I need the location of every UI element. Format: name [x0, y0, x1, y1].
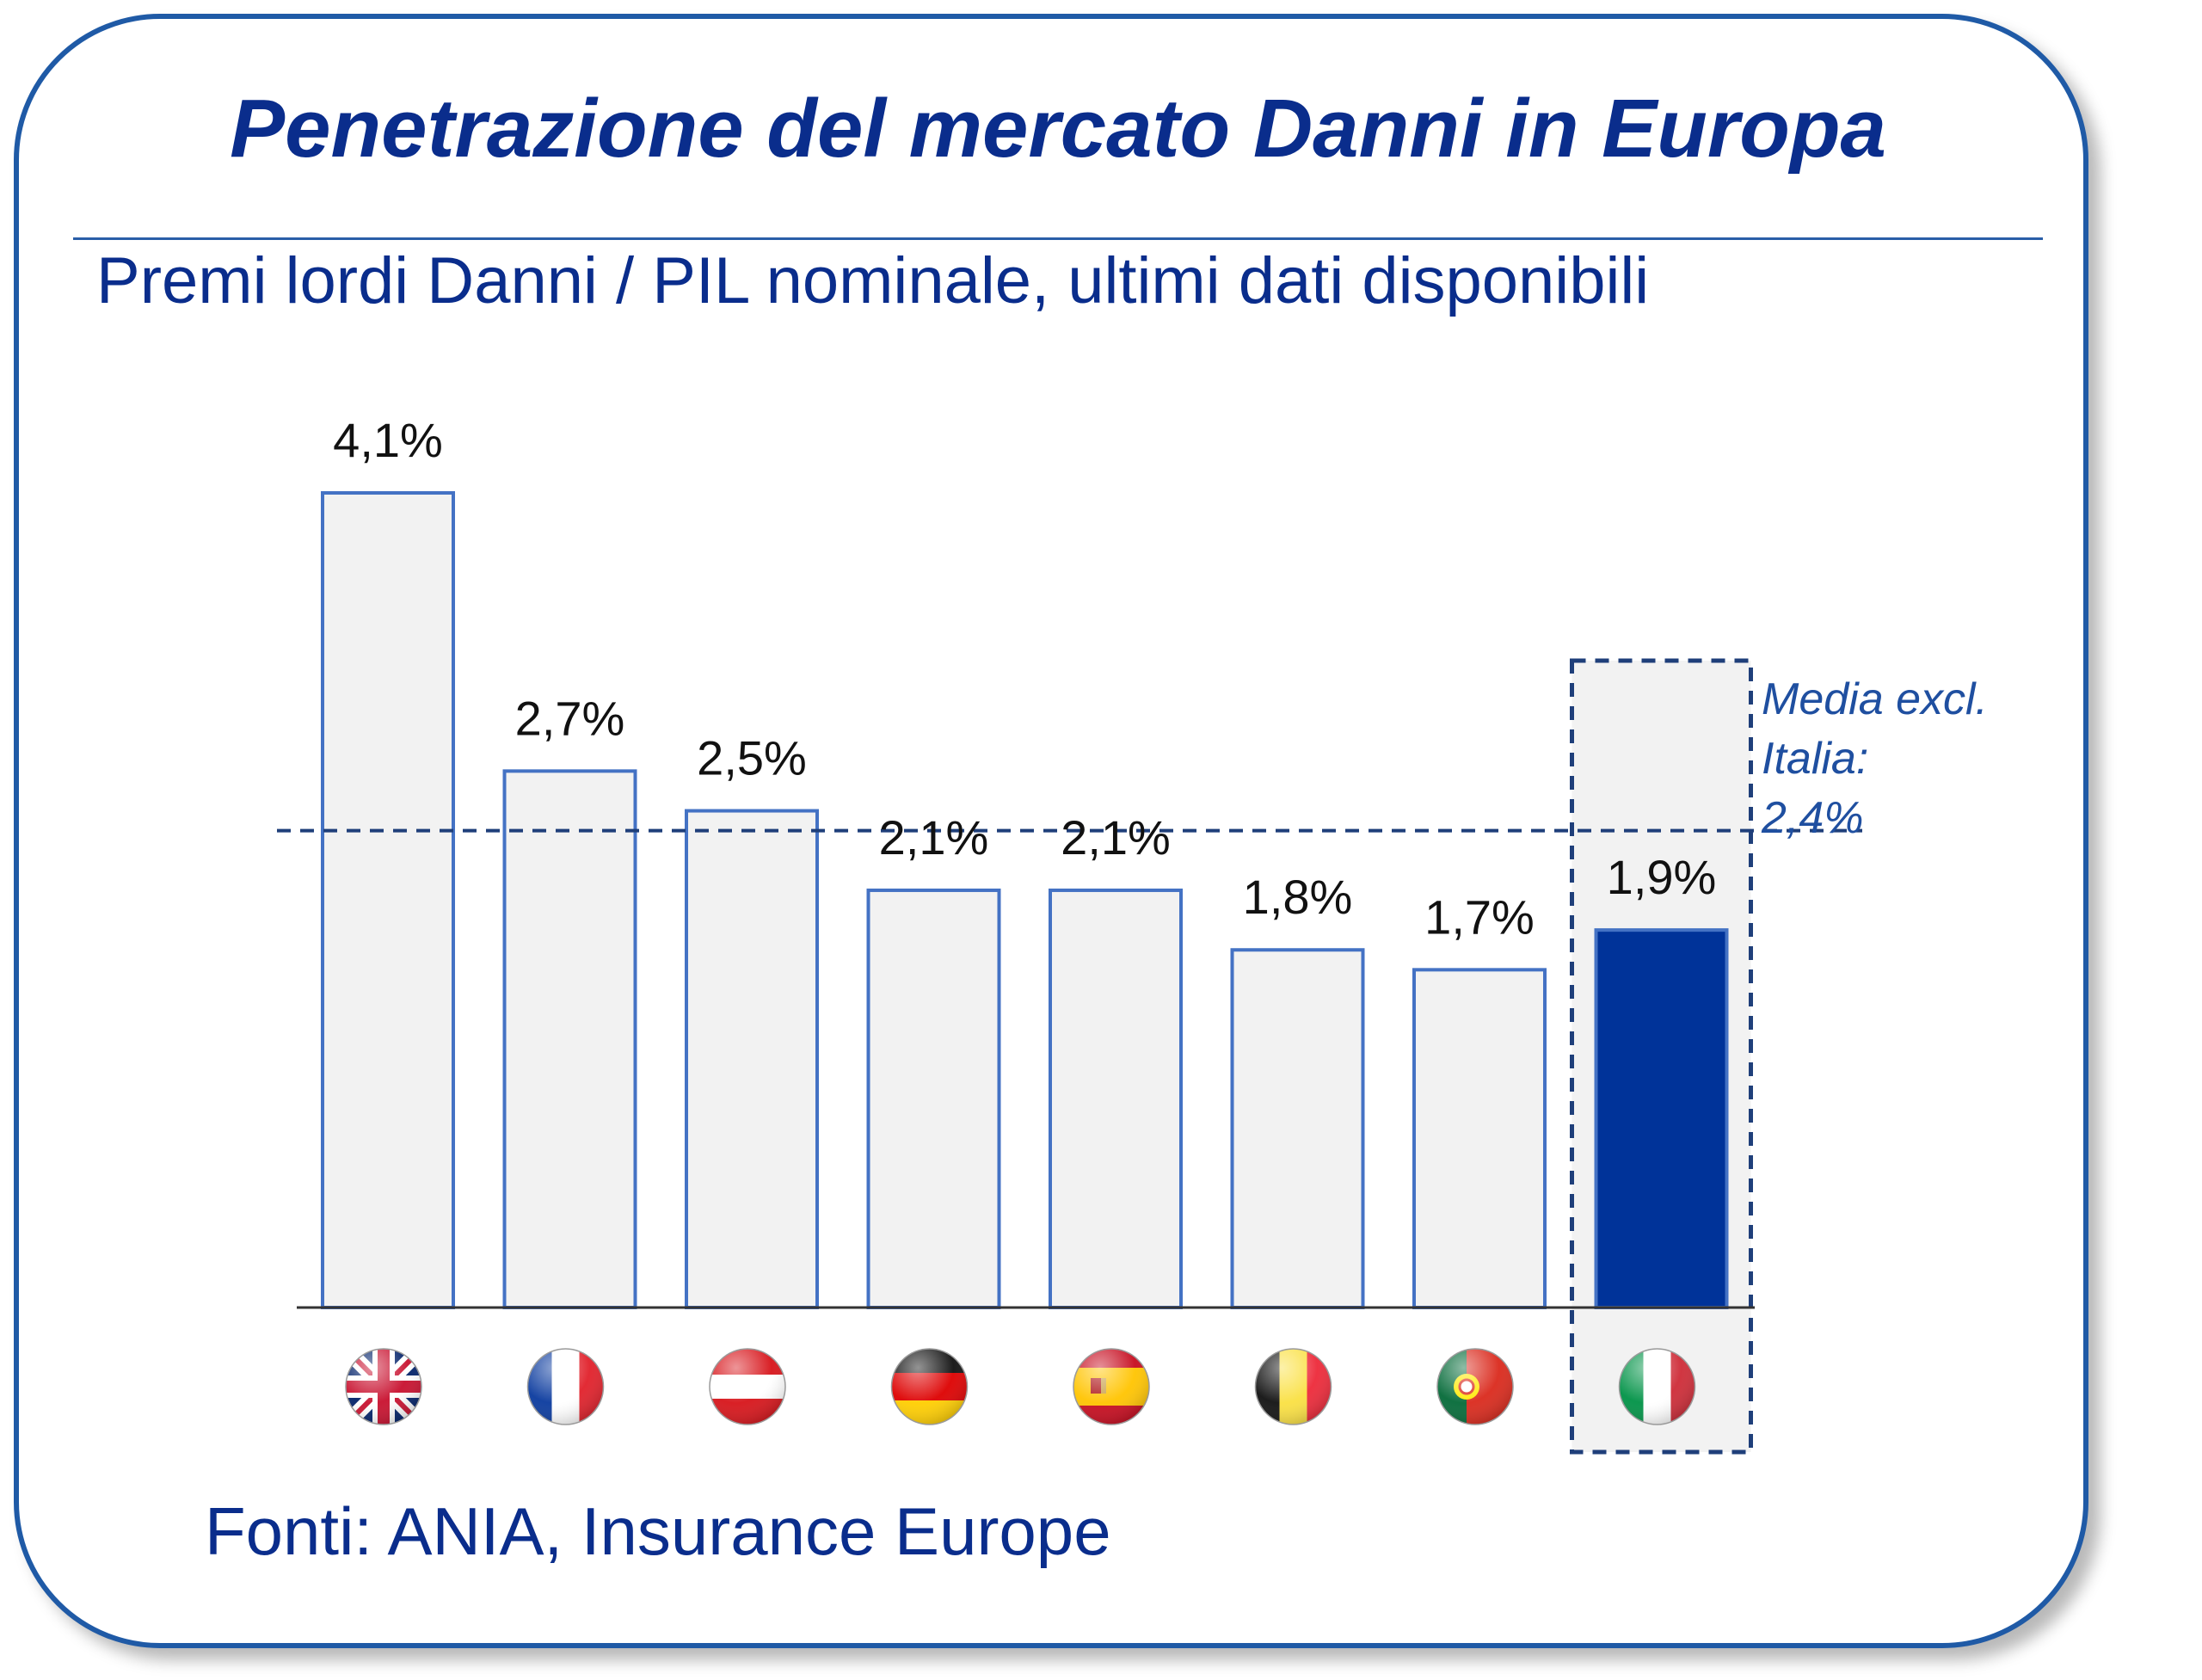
bar-spain — [1049, 888, 1183, 1309]
bar-germany — [866, 888, 1001, 1309]
bar-belgium — [1230, 948, 1365, 1309]
title-divider — [73, 237, 2043, 240]
bar-france — [502, 769, 637, 1309]
chart-title: Penetrazione del mercato Danni in Europa — [230, 83, 1886, 175]
uk-flag-icon — [345, 1348, 422, 1425]
bar-value-label: 1,7% — [1424, 889, 1535, 944]
bar-value-label: 1,9% — [1607, 850, 1717, 904]
bar-portugal — [1412, 968, 1547, 1309]
source-footer: Fonti: ANIA, Insurance Europe — [205, 1493, 1111, 1569]
austria-flag-icon — [709, 1348, 786, 1425]
france-flag-icon — [526, 1348, 605, 1425]
bar-value-label: 2,1% — [879, 810, 989, 865]
bar-austria — [685, 809, 819, 1309]
bar-value-label: 1,8% — [1243, 870, 1353, 924]
bar-value-label: 2,7% — [515, 691, 625, 745]
chart-subtitle: Premi lordi Danni / PIL nominale, ultimi… — [96, 244, 1650, 317]
bar-value-label: 2,1% — [1061, 810, 1171, 865]
spain-flag-icon — [1073, 1348, 1150, 1425]
bar-value-label: 4,1% — [333, 413, 443, 467]
bar-value-label: 2,5% — [697, 731, 807, 785]
bar-uk — [321, 491, 455, 1309]
germany-flag-icon — [890, 1348, 969, 1425]
belgium-flag-icon — [1254, 1348, 1332, 1425]
bar-italy — [1594, 928, 1729, 1310]
average-label: Media excl. Italia: 2,4% — [1761, 674, 1988, 843]
portugal-flag-icon — [1436, 1348, 1514, 1425]
